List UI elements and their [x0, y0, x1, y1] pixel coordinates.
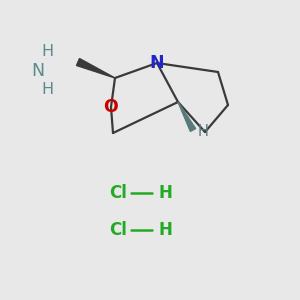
Text: H: H — [41, 44, 53, 59]
Polygon shape — [76, 58, 115, 78]
Text: O: O — [103, 98, 118, 116]
Text: Cl: Cl — [109, 184, 127, 202]
Text: H: H — [158, 184, 172, 202]
Text: H: H — [198, 124, 209, 139]
Text: Cl: Cl — [109, 221, 127, 239]
Text: H: H — [158, 221, 172, 239]
Polygon shape — [178, 102, 196, 131]
Text: N: N — [150, 54, 164, 72]
Text: N: N — [32, 61, 45, 80]
Text: H: H — [41, 82, 53, 97]
